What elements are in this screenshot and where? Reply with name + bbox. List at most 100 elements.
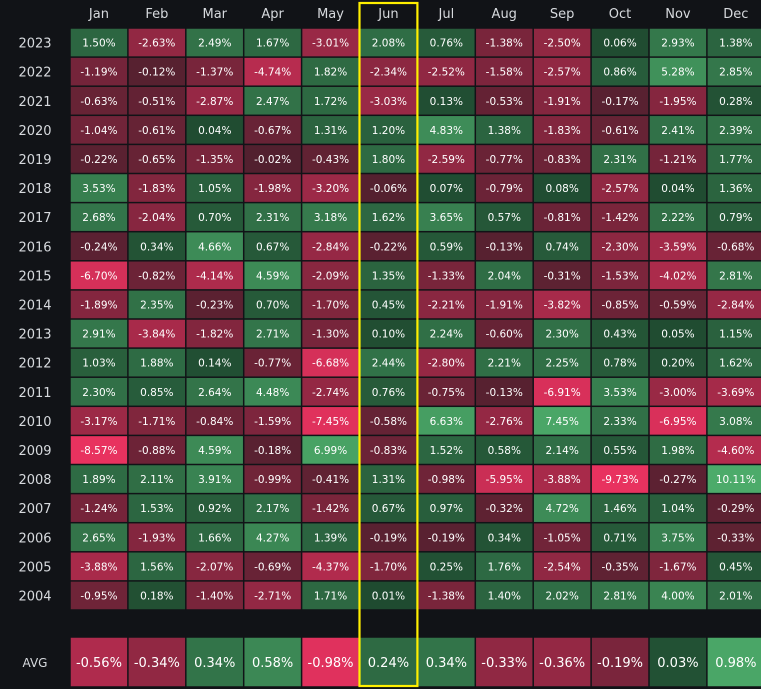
cell-label-2009-jan: -8.57% <box>80 445 117 457</box>
cell-label-2011-jan: 2.30% <box>82 387 115 399</box>
cell-2022-feb <box>128 57 186 86</box>
cell-2017-feb <box>128 203 186 231</box>
cell-label-2017-dec: 0.79% <box>719 212 752 224</box>
cell-2008-feb <box>128 465 186 493</box>
cell-2018-feb <box>128 174 186 202</box>
avg-cell-nov <box>649 637 707 687</box>
cell-2023-sep <box>533 28 591 57</box>
cell-label-2018-sep: 0.08% <box>545 183 578 195</box>
cell-2004-dec <box>707 581 761 610</box>
cell-label-2005-aug: 1.76% <box>488 561 521 573</box>
cell-label-2005-oct: -0.35% <box>601 561 638 573</box>
cell-label-2012-jun: 2.44% <box>372 358 405 370</box>
month-header-oct: Oct <box>609 7 631 22</box>
cell-label-2015-aug: 2.04% <box>488 270 521 282</box>
cell-2011-aug <box>476 377 533 406</box>
cell-label-2009-jun: -0.83% <box>370 445 407 457</box>
cell-label-2007-jun: 0.67% <box>372 503 405 515</box>
cell-2014-jul <box>418 290 475 319</box>
cell-2015-dec <box>707 261 761 290</box>
cell-label-2019-aug: -0.77% <box>486 154 523 166</box>
cell-2011-jan <box>70 377 128 406</box>
cell-2016-jan <box>70 232 128 261</box>
cell-2007-mar <box>186 494 243 522</box>
cell-label-2020-jan: -1.04% <box>80 125 117 137</box>
cell-label-2004-jun: 0.01% <box>372 590 405 602</box>
cell-label-2007-apr: 2.17% <box>256 503 289 515</box>
cell-label-2004-apr: -2.71% <box>254 590 291 602</box>
cell-label-2020-apr: -0.67% <box>254 125 291 137</box>
cell-label-2011-dec: -3.69% <box>717 387 754 399</box>
year-label-2009: 2009 <box>18 444 51 459</box>
cell-2004-feb <box>128 581 186 610</box>
cell-2014-sep <box>533 290 591 319</box>
cell-2008-mar <box>186 465 243 493</box>
cell-2023-oct <box>591 28 649 57</box>
cell-label-2020-feb: -0.61% <box>138 125 175 137</box>
cell-label-2012-nov: 0.20% <box>661 358 694 370</box>
cell-label-2021-apr: 2.47% <box>256 96 289 108</box>
cell-label-2014-sep: -3.82% <box>544 299 581 311</box>
cell-2021-jan <box>70 86 128 115</box>
cell-label-2008-feb: 2.11% <box>140 474 173 486</box>
cell-2018-may <box>302 174 359 202</box>
cell-2019-aug <box>476 145 533 173</box>
avg-cell-apr <box>244 637 301 687</box>
cell-label-2017-aug: 0.57% <box>488 212 521 224</box>
cell-label-2008-jan: 1.89% <box>82 474 115 486</box>
cell-2021-aug <box>476 86 533 115</box>
cell-label-2012-jan: 1.03% <box>82 358 115 370</box>
cell-2013-feb <box>128 319 186 348</box>
cell-2022-jan <box>70 57 128 86</box>
cell-2019-dec <box>707 145 761 173</box>
cell-2017-aug <box>476 203 533 231</box>
avg-cell-jun <box>360 637 417 687</box>
cell-label-2021-dec: 0.28% <box>719 96 752 108</box>
cell-label-2012-jul: -2.80% <box>428 358 465 370</box>
cell-label-2023-nov: 2.93% <box>661 38 694 50</box>
cell-label-2014-mar: -0.23% <box>196 299 233 311</box>
cell-2010-jun <box>360 407 417 435</box>
cell-label-2016-jul: 0.59% <box>430 241 463 253</box>
cell-2008-jul <box>418 465 475 493</box>
cell-2009-sep <box>533 436 591 464</box>
cell-2014-jan <box>70 290 128 319</box>
cell-2010-feb <box>128 407 186 435</box>
cell-label-2004-jan: -0.95% <box>80 590 117 602</box>
cell-label-2021-feb: -0.51% <box>138 96 175 108</box>
cell-2023-may <box>302 28 359 57</box>
cell-label-2008-may: -0.41% <box>312 474 349 486</box>
cell-2019-mar <box>186 145 243 173</box>
cell-2018-dec <box>707 174 761 202</box>
cell-2007-nov <box>649 494 707 522</box>
cell-label-2006-apr: 4.27% <box>256 532 289 544</box>
cell-2015-jul <box>418 261 475 290</box>
cell-2010-jan <box>70 407 128 435</box>
cell-2019-oct <box>591 145 649 173</box>
cell-2022-nov <box>649 57 707 86</box>
cell-label-2004-oct: 2.81% <box>603 590 636 602</box>
cell-2022-may <box>302 57 359 86</box>
cell-label-2022-sep: -2.57% <box>544 67 581 79</box>
cell-label-2013-may: -1.30% <box>312 329 349 341</box>
cell-label-2004-sep: 2.02% <box>545 590 578 602</box>
cell-label-2010-jun: -0.58% <box>370 416 407 428</box>
cell-label-2013-dec: 1.15% <box>719 329 752 341</box>
month-header-may: May <box>317 7 344 22</box>
cell-label-2023-jan: 1.50% <box>82 38 115 50</box>
cell-label-2007-oct: 1.46% <box>603 503 636 515</box>
cell-label-2007-may: -1.42% <box>312 503 349 515</box>
avg-label-feb: -0.34% <box>134 656 180 671</box>
cell-2012-feb <box>128 348 186 377</box>
cell-2018-jun <box>360 174 417 202</box>
cell-label-2008-jul: -0.98% <box>428 474 465 486</box>
avg-label-dec: 0.98% <box>715 656 756 671</box>
cell-2004-jun <box>360 581 417 610</box>
cell-label-2020-oct: -0.61% <box>601 125 638 137</box>
cell-2023-jan <box>70 28 128 57</box>
cell-2014-nov <box>649 290 707 319</box>
avg-cell-oct <box>591 637 649 687</box>
cell-2011-mar <box>186 377 243 406</box>
cell-2010-sep <box>533 407 591 435</box>
cell-2005-jun <box>360 552 417 581</box>
